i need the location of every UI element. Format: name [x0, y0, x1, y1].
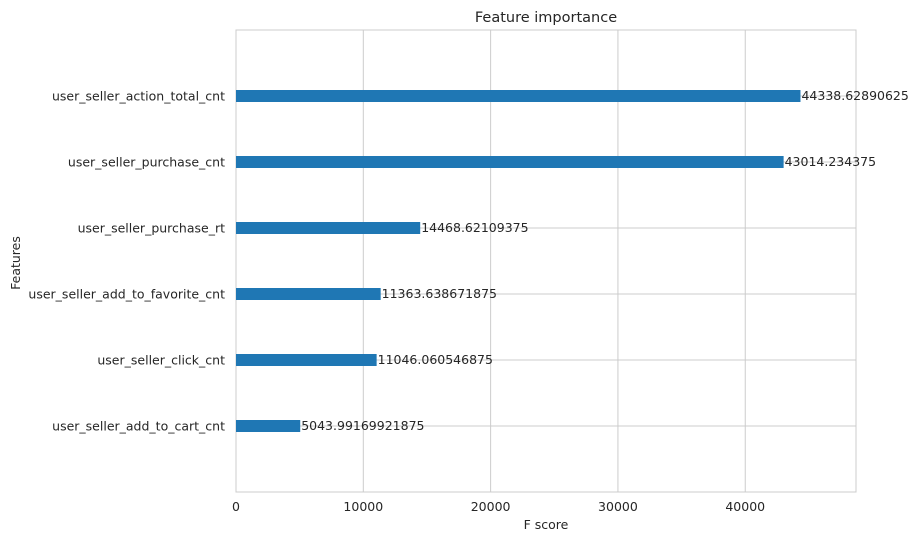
y-tick-labels: user_seller_action_total_cnt user_seller_… — [28, 89, 225, 434]
x-tick-label: 0 — [232, 499, 240, 514]
y-tick-label: user_seller_action_total_cnt — [52, 89, 225, 104]
plot-frame — [235, 29, 857, 493]
x-tick-label: 40000 — [725, 499, 765, 514]
x-axis-label: F score — [524, 517, 569, 532]
bar — [236, 288, 381, 300]
y-tick-label: user_seller_add_to_favorite_cnt — [28, 287, 225, 302]
bar — [236, 156, 784, 168]
value-label: 44338.62890625 — [801, 88, 908, 103]
bars — [236, 90, 801, 432]
value-label: 5043.99169921875 — [301, 418, 424, 433]
value-label: 43014.234375 — [785, 154, 876, 169]
value-label: 11046.060546875 — [378, 352, 493, 367]
y-tick-label: user_seller_purchase_rt — [78, 221, 226, 236]
x-tick-label: 30000 — [598, 499, 638, 514]
x-tick-labels: 0 10000 20000 30000 40000 — [232, 499, 765, 514]
value-labels: 44338.62890625 43014.234375 14468.62109375… — [301, 88, 909, 433]
y-tick-label: user_seller_purchase_cnt — [68, 155, 225, 170]
bar — [236, 222, 421, 234]
x-tick-label: 20000 — [471, 499, 511, 514]
y-axis-label: Features — [8, 236, 23, 290]
value-label: 11363.638671875 — [382, 286, 497, 301]
plot-area — [236, 30, 856, 492]
chart-title: Feature importance — [475, 10, 617, 26]
x-tick-label: 10000 — [343, 499, 383, 514]
bar — [236, 420, 301, 432]
y-tick-label: user_seller_add_to_cart_cnt — [52, 419, 225, 434]
value-label: 14468.62109375 — [421, 220, 528, 235]
bar — [236, 90, 801, 102]
bar — [236, 354, 377, 366]
y-tick-label: user_seller_click_cnt — [97, 353, 225, 368]
